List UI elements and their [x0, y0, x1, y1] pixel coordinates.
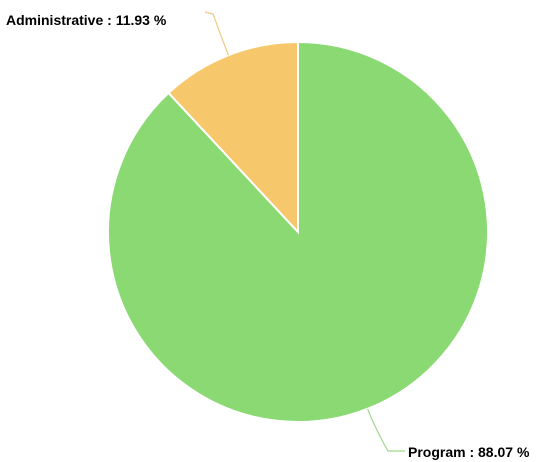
data-label-program: Program : 88.07 % [408, 444, 530, 460]
pie-slice-administrative[interactable] [167, 40, 299, 235]
label-leader-lines [204, 11, 405, 452]
data-label-administrative: Administrative : 11.93 % [6, 12, 167, 28]
leader-line-program [366, 408, 405, 452]
pie-slices [107, 40, 489, 423]
data-labels: Program : 88.07 % Administrative : 11.93… [6, 12, 530, 460]
leader-line-administrative [204, 11, 230, 56]
